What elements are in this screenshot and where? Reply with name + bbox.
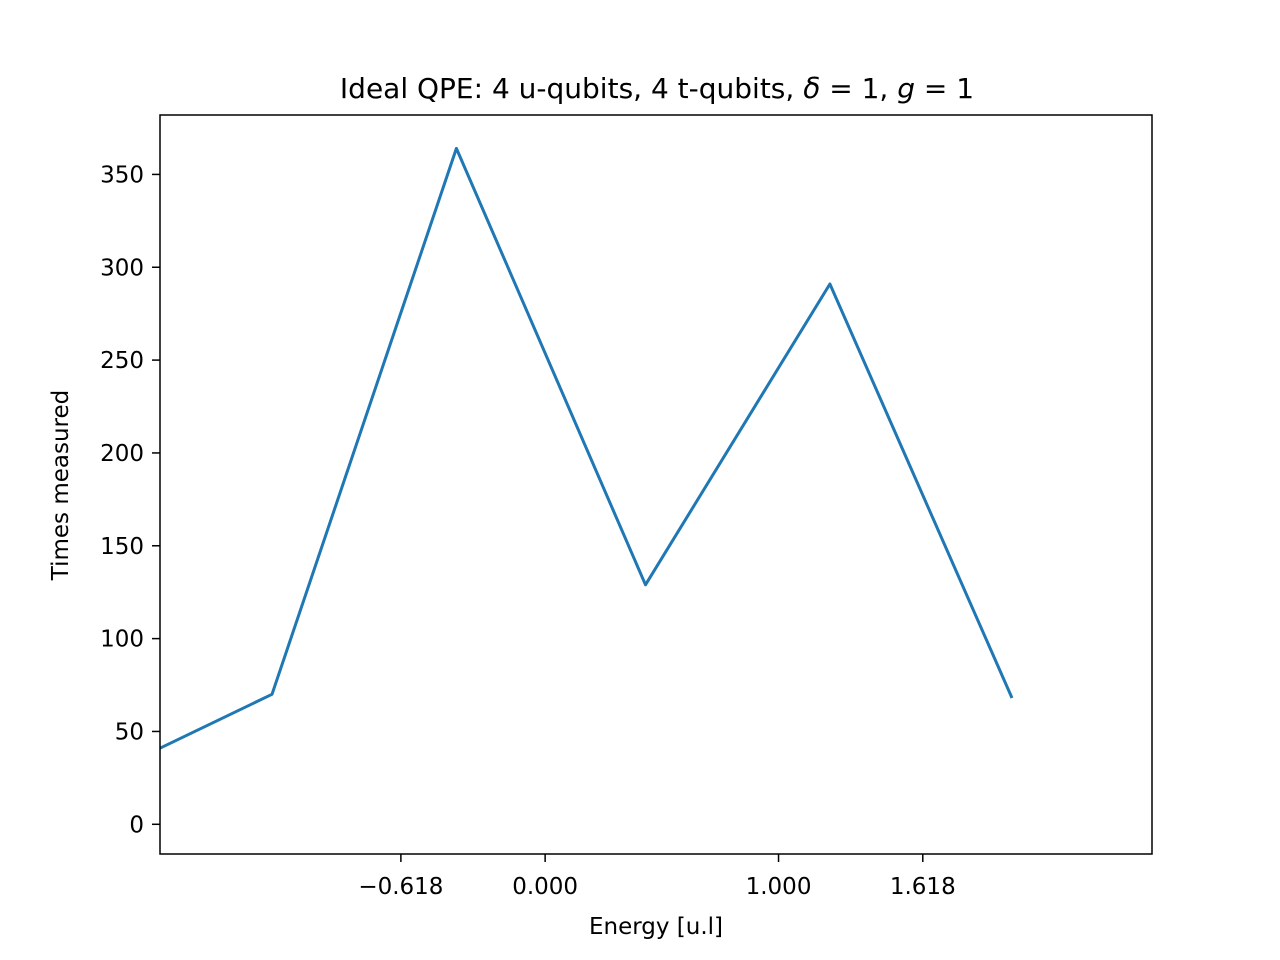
chart-title: Ideal QPE: 4 u-qubits, 4 t-qubits, δ = 1…: [340, 72, 974, 105]
y-tick-label: 0: [129, 812, 144, 838]
plot-frame: [159, 114, 1153, 855]
x-axis-label: Energy [u.l]: [589, 914, 723, 940]
y-tick-label: 100: [100, 627, 144, 653]
chart-title-text: Ideal QPE: 4 u-qubits, 4 t-qubits,: [340, 72, 803, 105]
chart-title-delta: δ: [803, 72, 820, 105]
y-tick-label: 350: [100, 162, 144, 188]
x-tick-label: 0.000: [512, 874, 578, 900]
chart-title-delta-eq: = 1: [820, 72, 879, 105]
y-axis-label: Times measured: [48, 390, 74, 582]
y-tick-label: 250: [100, 348, 144, 374]
y-axis: 0 50 100 150 200 250 300 350: [100, 162, 160, 838]
series-layer: [159, 146, 1014, 750]
y-tick-label: 150: [100, 534, 144, 560]
y-tick-label: 300: [100, 255, 144, 281]
chart-title-g-eq: = 1: [915, 72, 974, 105]
x-tick-label: −0.618: [358, 874, 443, 900]
x-tick-label: 1.000: [746, 874, 812, 900]
y-tick-label: 200: [100, 441, 144, 467]
chart-title-g: g: [897, 72, 915, 105]
x-tick-label: 1.618: [890, 874, 956, 900]
series-line-0: [159, 146, 1014, 750]
chart-title-sep: ,: [879, 72, 897, 105]
y-tick-label: 50: [115, 719, 144, 745]
x-axis: −0.618 0.000 1.000 1.618: [358, 854, 956, 900]
